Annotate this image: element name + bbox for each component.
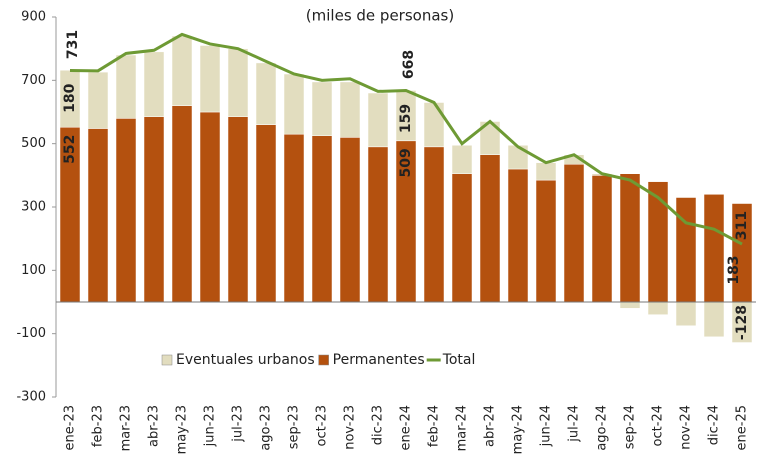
data-label: 731 (65, 30, 81, 59)
data-label: 159 (398, 104, 414, 133)
bar (87, 71, 109, 129)
bar (199, 111, 221, 303)
x-tick-label: ago-23 (259, 405, 274, 451)
data-label: -128 (734, 305, 750, 340)
bar (311, 81, 333, 136)
bar (115, 54, 137, 119)
y-tick-label: 300 (21, 200, 46, 215)
data-label: 552 (62, 135, 78, 164)
x-tick-label: abr-24 (483, 405, 498, 447)
x-tick-label: ago-24 (595, 405, 610, 451)
y-tick-label: 100 (21, 263, 46, 278)
bar (451, 173, 473, 303)
bar (647, 301, 669, 315)
bar (143, 51, 165, 117)
bar (675, 197, 697, 303)
x-tick-label: mar-23 (119, 405, 134, 451)
bar (171, 35, 193, 106)
bar (423, 146, 445, 303)
x-tick-label: oct-24 (651, 405, 666, 446)
bar (255, 124, 277, 303)
bar (591, 175, 613, 303)
y-tick-label: 500 (21, 136, 46, 151)
legend-swatch (318, 354, 329, 366)
data-label: 668 (401, 50, 417, 79)
x-tick-label: abr-23 (147, 405, 162, 447)
bar (367, 92, 389, 148)
x-tick-label: ene-24 (399, 405, 414, 450)
data-label: 311 (734, 211, 750, 240)
bar (619, 301, 641, 309)
bar (339, 137, 361, 303)
x-tick-label: sep-24 (623, 405, 638, 449)
x-tick-label: dic-23 (371, 405, 386, 445)
x-tick-label: nov-23 (343, 405, 358, 450)
bar (367, 146, 389, 303)
bar (171, 105, 193, 303)
bar (311, 135, 333, 303)
bar (507, 168, 529, 303)
x-tick-label: may-24 (511, 405, 526, 454)
x-tick-label: jul-24 (567, 405, 582, 443)
bar (87, 128, 109, 303)
bar (339, 81, 361, 138)
x-tick-label: sep-23 (287, 405, 302, 449)
bar (59, 69, 81, 128)
bar (703, 194, 725, 303)
x-tick-label: ene-23 (63, 405, 78, 450)
data-label: 509 (398, 148, 414, 177)
y-tick-label: 700 (21, 73, 46, 88)
line (69, 32, 743, 246)
bar (283, 133, 305, 303)
x-tick-label: oct-23 (315, 405, 330, 446)
x-tick-label: nov-24 (679, 405, 694, 450)
bar (423, 102, 445, 148)
bar (199, 45, 221, 113)
x-tick-label: feb-23 (91, 405, 106, 447)
x-tick-label: ene-25 (735, 405, 750, 450)
bar (563, 164, 585, 303)
x-tick-label: mar-24 (455, 405, 470, 451)
y-tick-label: 900 (21, 10, 46, 25)
bar (619, 173, 641, 303)
legend-label: Eventuales urbanos (176, 352, 315, 368)
legend-label: Total (442, 352, 476, 368)
legend-label: Permanentes (333, 352, 425, 368)
bar (479, 154, 501, 303)
y-tick-label: -100 (16, 326, 46, 341)
bar (535, 179, 557, 303)
bar (703, 301, 725, 338)
bar (227, 48, 249, 118)
bar (255, 62, 277, 125)
bar (507, 145, 529, 170)
chart-title: (miles de personas) (306, 7, 454, 25)
bar (675, 301, 697, 326)
x-tick-label: may-23 (175, 405, 190, 454)
x-tick-label: feb-24 (427, 405, 442, 447)
bar (283, 73, 305, 135)
x-tick-label: jun-24 (539, 405, 554, 447)
y-tick-label: -300 (16, 390, 46, 405)
bar (535, 162, 557, 181)
bar (647, 181, 669, 303)
data-label: 180 (62, 83, 78, 112)
bar (227, 116, 249, 303)
data-label: 183 (726, 255, 742, 284)
bar (115, 118, 137, 303)
bar (143, 116, 165, 303)
legend-swatch (161, 354, 173, 366)
bar (451, 145, 473, 174)
x-tick-label: jul-23 (231, 405, 246, 443)
x-tick-label: jun-23 (203, 405, 218, 447)
x-tick-label: dic-24 (707, 405, 722, 445)
